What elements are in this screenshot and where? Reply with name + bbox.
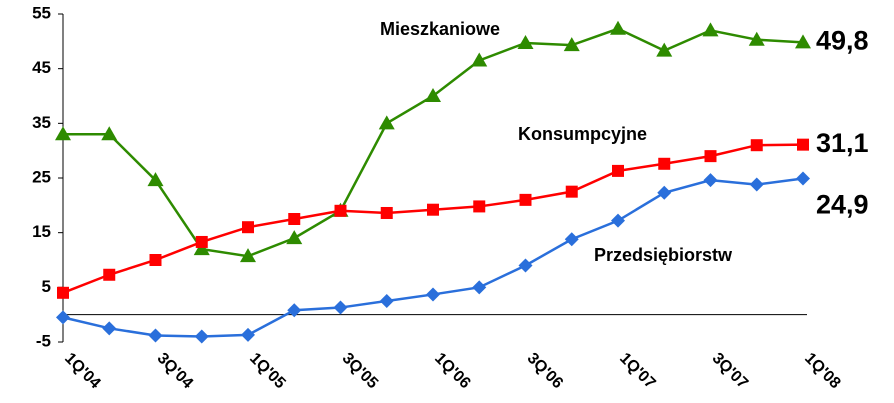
x-tick-label: 1Q'06 xyxy=(431,350,473,392)
marker xyxy=(704,150,717,163)
marker xyxy=(748,31,765,46)
value-label: 24,9 xyxy=(816,190,869,220)
marker xyxy=(286,230,303,245)
marker xyxy=(101,126,118,141)
marker xyxy=(195,235,208,248)
marker xyxy=(658,157,671,170)
marker xyxy=(473,200,486,213)
value-label: 49,8 xyxy=(816,26,869,56)
line xyxy=(63,27,804,258)
x-tick-label: 3Q'06 xyxy=(524,350,566,392)
marker xyxy=(241,327,255,342)
value-label: 31,1 xyxy=(816,128,869,158)
y-tick-label: 35 xyxy=(32,113,51,132)
x-tick-label: 1Q'04 xyxy=(61,350,103,392)
series-label: Konsumpcyjne xyxy=(518,124,647,144)
marker xyxy=(148,328,163,343)
marker xyxy=(242,221,254,234)
marker xyxy=(287,303,302,318)
marker xyxy=(519,193,532,206)
x-tick-label: 1Q'07 xyxy=(616,350,658,392)
y-tick-label: 15 xyxy=(32,222,51,241)
marker xyxy=(565,185,578,198)
marker xyxy=(471,52,488,67)
marker xyxy=(425,88,441,102)
line xyxy=(62,143,804,294)
marker xyxy=(378,115,395,130)
marker xyxy=(796,171,810,186)
marker xyxy=(56,310,70,325)
marker xyxy=(612,164,624,177)
marker xyxy=(563,37,580,52)
marker xyxy=(472,280,487,295)
marker xyxy=(57,286,69,299)
marker xyxy=(333,300,348,315)
marker xyxy=(149,254,162,266)
y-tick-label: 45 xyxy=(32,58,51,77)
series-label: Przedsiębiorstw xyxy=(594,245,733,265)
marker xyxy=(795,34,811,49)
marker xyxy=(702,22,719,37)
marker xyxy=(379,294,394,308)
marker xyxy=(193,241,210,256)
y-tick-label: 25 xyxy=(32,167,51,186)
marker xyxy=(55,126,71,141)
x-tick-label: 3Q'07 xyxy=(709,350,751,392)
marker xyxy=(656,42,673,57)
marker xyxy=(147,172,164,187)
x-tick-label: 3Q'05 xyxy=(339,350,381,392)
marker xyxy=(288,213,301,225)
marker xyxy=(194,329,209,344)
marker xyxy=(427,203,439,216)
marker xyxy=(750,139,763,152)
x-tick-label: 3Q'04 xyxy=(154,350,196,392)
marker xyxy=(703,173,718,188)
y-tick-label: -5 xyxy=(36,331,51,350)
marker xyxy=(518,258,533,273)
marker xyxy=(103,268,116,281)
marker xyxy=(564,232,579,247)
marker xyxy=(240,248,256,263)
marker xyxy=(380,206,393,219)
marker xyxy=(749,177,764,192)
marker xyxy=(657,185,672,200)
marker xyxy=(426,287,440,302)
marker xyxy=(611,213,625,228)
y-tick-label: 5 xyxy=(42,277,51,296)
marker xyxy=(517,34,534,49)
x-tick-label: 1Q'05 xyxy=(246,350,288,392)
y-tick-label: 55 xyxy=(32,3,51,22)
marker xyxy=(102,321,117,336)
x-tick-label: 1Q'08 xyxy=(801,350,843,392)
marker xyxy=(610,20,626,35)
marker xyxy=(797,138,809,151)
series-label: Mieszkaniowe xyxy=(380,19,500,39)
marker xyxy=(334,204,347,217)
